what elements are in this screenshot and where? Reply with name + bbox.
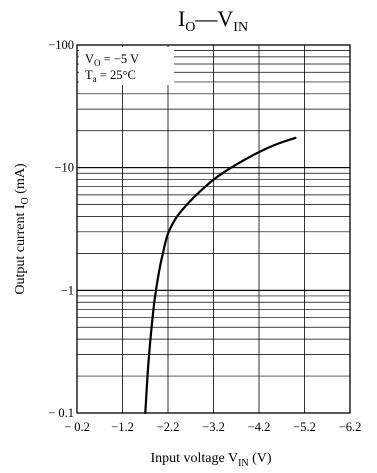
plot-area (76, 44, 351, 415)
plot-frame (76, 44, 351, 414)
grid-lines (76, 44, 351, 414)
y-tick-label: −1 (61, 283, 74, 297)
x-tick-label: −5.2 (293, 420, 316, 434)
conditions-box-frame (79, 47, 174, 85)
x-tick-label: −1.2 (111, 420, 134, 434)
y-axis-label: Output current IO (mA) (13, 163, 31, 295)
condition-ta: Ta = 25°C (85, 68, 136, 84)
x-tick-label: −4.2 (248, 420, 271, 434)
chart-title: IO—VIN (178, 6, 248, 35)
x-tick-labels: − 0.2 −1.2 −2.2 −3.2 −4.2 −5.2 −6.2 (64, 420, 361, 434)
x-tick-label: −6.2 (339, 420, 362, 434)
condition-vo: VO = −5 V (85, 52, 139, 68)
series-group (144, 136, 297, 415)
x-axis-label: Input voltage VIN (V) (150, 451, 271, 469)
y-tick-label: −100 (48, 38, 74, 52)
x-tick-label: − 0.2 (64, 420, 90, 434)
y-tick-label: −10 (54, 161, 74, 175)
conditions-box: VO = −5 V Ta = 25°C (79, 47, 174, 85)
x-tick-label: −3.2 (202, 420, 225, 434)
x-tick-label: −2.2 (157, 420, 180, 434)
y-tick-label: − 0.1 (48, 406, 74, 420)
y-tick-labels: −100 −10 −1 − 0.1 (48, 38, 74, 420)
series-line (144, 136, 297, 415)
